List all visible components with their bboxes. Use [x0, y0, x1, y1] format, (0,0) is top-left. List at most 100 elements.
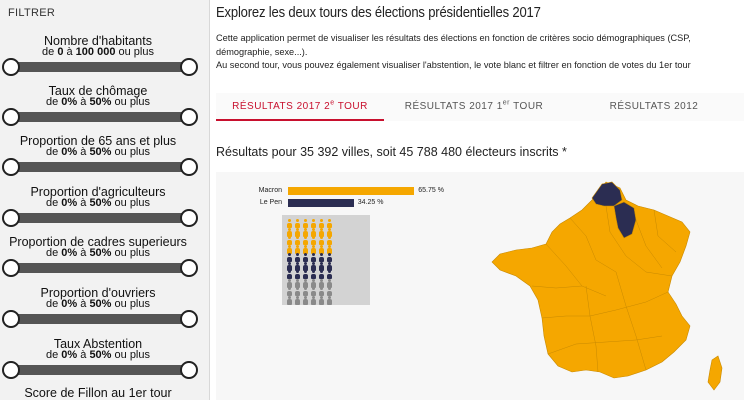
slider-track[interactable] [11, 162, 189, 172]
person-icon [294, 287, 300, 296]
person-icon [294, 244, 300, 254]
france-results-map[interactable] [486, 176, 736, 400]
person-icon [310, 287, 316, 296]
tab-2017-second-round[interactable]: RÉSULTATS 2017 2e TOUR [216, 93, 384, 121]
person-icon [310, 295, 316, 305]
range-mid: à [77, 298, 90, 310]
range-prefix: de [46, 197, 62, 209]
range-mid: à [77, 197, 90, 209]
range-suffix: ou plus [111, 349, 150, 361]
range-mid: à [77, 247, 90, 259]
range-suffix: ou plus [111, 96, 150, 108]
range-max: 50% [89, 247, 112, 259]
tab-2017-first-round[interactable]: RÉSULTATS 2017 1er TOUR [384, 93, 564, 121]
slider-min-handle[interactable] [2, 108, 20, 126]
range-min: 0% [61, 247, 78, 259]
filter-label: Proportion d'agriculteurs [30, 185, 166, 199]
corsica[interactable] [707, 355, 723, 391]
slider-max-handle[interactable] [180, 209, 198, 227]
slider-min-handle[interactable] [2, 58, 20, 76]
person-icon [318, 261, 324, 271]
tab-label: RÉSULTATS 2017 2 [232, 101, 331, 112]
tab-label: RÉSULTATS 2017 1 [404, 101, 503, 112]
filter-label: Taux de chômage [48, 84, 148, 98]
range-suffix: ou plus [111, 298, 150, 310]
department-border [547, 335, 663, 355]
department-border [569, 217, 617, 273]
slider-max-handle[interactable] [180, 259, 198, 277]
slider-track[interactable] [11, 112, 189, 122]
slider-max-handle[interactable] [180, 58, 198, 76]
france-mainland[interactable] [491, 181, 691, 379]
filter-label: Taux Abstention [53, 337, 143, 351]
department-border [653, 209, 677, 253]
person-icon [318, 278, 324, 288]
slider-min-handle[interactable] [2, 361, 20, 379]
range-min: 0% [61, 298, 78, 310]
slider-track[interactable] [11, 62, 189, 72]
person-icon [302, 236, 308, 245]
range-max: 50% [89, 96, 112, 108]
slider-min-handle[interactable] [2, 259, 20, 277]
person-icon [302, 261, 308, 271]
filter-range-text: de 0% à 50% ou plus [0, 146, 196, 158]
person-icon [286, 244, 292, 254]
slider-max-handle[interactable] [180, 310, 198, 328]
range-suffix: ou plus [111, 146, 150, 158]
range-min: 0% [61, 146, 78, 158]
filter-sidebar: FILTRER Nombre d'habitants de 0 à 100 000… [0, 0, 210, 400]
bar-category-label: Le Pen [259, 199, 282, 206]
range-mid: à [77, 146, 90, 158]
person-icon [310, 278, 316, 288]
person-icon [326, 253, 332, 262]
slider-max-handle[interactable] [180, 108, 198, 126]
range-suffix: ou plus [115, 46, 154, 58]
filter-range-text: de 0% à 50% ou plus [0, 247, 196, 259]
range-prefix: de [46, 146, 62, 158]
range-prefix: de [42, 46, 58, 58]
person-icon [326, 227, 332, 237]
department-border [541, 291, 669, 319]
slider-track[interactable] [11, 263, 189, 273]
tab-2012[interactable]: RÉSULTATS 2012 [564, 93, 744, 121]
filter-range-text: de 0% à 50% ou plus [0, 197, 196, 209]
department-aisne-ardennes[interactable] [613, 201, 637, 239]
person-icon [310, 261, 316, 271]
person-icon [310, 219, 316, 228]
slider-min-handle[interactable] [2, 158, 20, 176]
voter-pictogram [282, 215, 370, 305]
slider-max-handle[interactable] [180, 158, 198, 176]
person-icon [302, 270, 308, 279]
department-border [635, 219, 663, 269]
person-icon [318, 270, 324, 279]
intro-line-1: Cette application permet de visualiser l… [216, 33, 691, 57]
filter-range-text: de 0% à 50% ou plus [0, 349, 196, 361]
slider-track[interactable] [11, 213, 189, 223]
slider-track[interactable] [11, 314, 189, 324]
main-content: Explorez les deux tours des élections pr… [210, 0, 750, 400]
slider-max-handle[interactable] [180, 361, 198, 379]
person-icon [326, 295, 332, 305]
person-icon [294, 270, 300, 279]
person-icon [294, 261, 300, 271]
filter-label: Nombre d'habitants [43, 34, 152, 48]
bar-value-label: 65.75 % [418, 187, 444, 194]
range-min: 0% [61, 96, 78, 108]
person-icon [286, 287, 292, 296]
filter-label: Score de Fillon au 1er tour [24, 386, 172, 400]
slider-min-handle[interactable] [2, 209, 20, 227]
person-icon [286, 278, 292, 288]
results-summary: Résultats pour 35 392 villes, soit 45 78… [216, 145, 567, 159]
person-icon [326, 261, 332, 271]
department-border [545, 243, 607, 297]
filter-label: Proportion de 65 ans et plus [19, 134, 177, 148]
person-icon [286, 227, 292, 237]
person-icon [310, 236, 316, 245]
person-icon [286, 295, 292, 305]
slider-track[interactable] [11, 365, 189, 375]
slider-min-handle[interactable] [2, 310, 20, 328]
range-mid: à [77, 96, 90, 108]
department-nord-pas-de-calais[interactable] [591, 181, 623, 207]
filter-range-text: de 0% à 50% ou plus [0, 298, 196, 310]
person-icon [286, 261, 292, 271]
